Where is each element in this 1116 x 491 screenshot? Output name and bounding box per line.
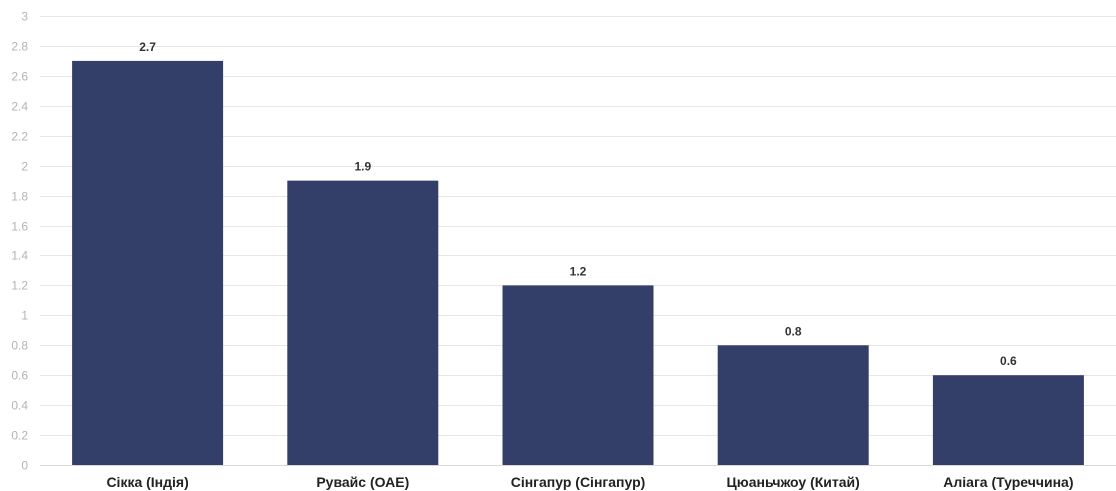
- x-tick-label: Сінгапур (Сінгапур): [511, 474, 646, 490]
- y-tick-label: 1.2: [11, 279, 28, 293]
- y-tick-label: 0.4: [11, 399, 28, 413]
- x-tick-label: Сікка (Індія): [106, 474, 188, 490]
- x-tick-label: Аліага (Туреччина): [943, 474, 1073, 490]
- x-tick-label: Цюаньчжоу (Китай): [727, 474, 860, 490]
- y-tick-label: 2.2: [11, 130, 28, 144]
- data-label: 0.6: [1000, 354, 1017, 368]
- x-axis: Сікка (Індія) Рувайс (ОАЕ) Сінгапур (Сінга…: [106, 474, 1073, 490]
- y-tick-label: 1.8: [11, 190, 28, 204]
- y-tick-label: 0: [21, 459, 28, 473]
- bar: [717, 345, 869, 465]
- bars: [72, 60, 1084, 466]
- data-label: 0.8: [785, 324, 802, 338]
- data-label: 1.9: [354, 160, 371, 174]
- y-tick-label: 2.6: [11, 70, 28, 84]
- y-tick-label: 1.4: [11, 249, 28, 263]
- bar: [932, 375, 1084, 465]
- data-label: 2.7: [139, 40, 156, 54]
- y-tick-label: 0.8: [11, 339, 28, 353]
- bar: [502, 285, 654, 465]
- y-tick-label: 3: [21, 10, 28, 24]
- y-axis: 0 0.2 0.4 0.6 0.8 1 1.2 1.4 1.6 1.8 2 2.2 2.4 2.6 2.8 3: [11, 10, 28, 473]
- y-tick-label: 2.8: [11, 40, 28, 54]
- y-tick-label: 2.4: [11, 100, 28, 114]
- bar: [287, 180, 439, 465]
- y-tick-label: 0.2: [11, 429, 28, 443]
- x-tick-label: Рувайс (ОАЕ): [316, 474, 409, 490]
- y-tick-label: 0.6: [11, 369, 28, 383]
- bar: [72, 60, 224, 466]
- data-label: 1.2: [570, 264, 587, 278]
- y-tick-label: 1.6: [11, 220, 28, 234]
- y-tick-label: 1: [21, 309, 28, 323]
- data-labels: 2.7 1.9 1.2 0.8 0.6: [139, 40, 1017, 368]
- y-tick-label: 2: [21, 160, 28, 174]
